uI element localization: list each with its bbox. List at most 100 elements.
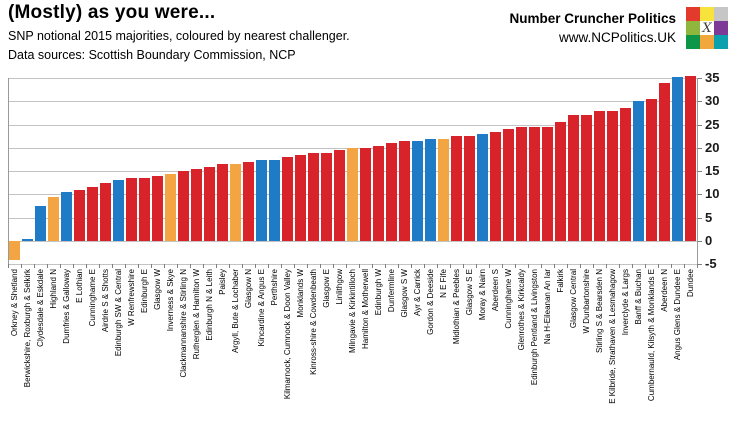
x-axis-tick — [8, 264, 9, 269]
logo-cell: X — [700, 20, 714, 36]
x-axis-tick — [593, 264, 594, 269]
x-axis-tick — [255, 264, 256, 269]
x-axis-tick — [554, 264, 555, 269]
x-axis-tick — [138, 264, 139, 269]
x-axis-tick — [398, 264, 399, 269]
bar — [230, 164, 241, 241]
x-axis-label: Inverness & Skye — [166, 269, 175, 332]
x-axis-tick — [333, 264, 334, 269]
y-axis-label: 30 — [705, 93, 720, 109]
x-axis-tick — [216, 264, 217, 269]
x-axis-label: Glasgow S E — [465, 269, 474, 316]
y-axis-label: 15 — [705, 163, 720, 179]
y-axis-label: 35 — [705, 70, 720, 86]
bar — [334, 150, 345, 241]
plot-left-border — [8, 78, 9, 265]
x-axis-tick — [619, 264, 620, 269]
bar — [256, 159, 267, 241]
x-axis-tick — [190, 264, 191, 269]
x-axis-label: Aberdeen N — [660, 269, 669, 312]
y-axis-tick — [697, 264, 702, 266]
x-axis-tick — [359, 264, 360, 269]
x-axis-tick — [450, 264, 451, 269]
x-axis-tick — [268, 264, 269, 269]
x-axis-tick — [177, 264, 178, 269]
bar — [399, 140, 410, 241]
x-axis-tick — [411, 264, 412, 269]
x-axis-tick — [125, 264, 126, 269]
brand-block: Number Cruncher Politics www.NCPolitics.… — [509, 9, 676, 47]
bar — [321, 152, 332, 241]
x-axis-label: Orkney & Shetland — [10, 269, 19, 337]
bar — [659, 82, 670, 241]
x-axis-tick — [645, 264, 646, 269]
x-axis-tick — [86, 264, 87, 269]
y-axis-label: 5 — [705, 209, 713, 225]
logo-cell — [714, 35, 728, 49]
bar — [633, 101, 644, 241]
x-axis-label: W Renfrewshire — [127, 269, 136, 326]
bar — [243, 161, 254, 241]
x-axis-tick — [437, 264, 438, 269]
y-axis-tick — [697, 101, 702, 103]
x-axis-tick — [99, 264, 100, 269]
x-axis-label: Dumfries & Galloway — [62, 269, 71, 344]
x-axis-label: Moray & Nairn — [478, 269, 487, 321]
bar — [178, 171, 189, 241]
x-axis-tick — [307, 264, 308, 269]
bar — [269, 159, 280, 241]
x-axis-tick — [151, 264, 152, 269]
bar — [152, 175, 163, 241]
bar — [607, 110, 618, 241]
x-axis-label: Berwickshire, Roxburgh & Selkirk — [23, 269, 32, 388]
y-axis-label: 20 — [705, 139, 720, 155]
bar — [555, 122, 566, 241]
plot-right-border — [697, 78, 698, 265]
x-axis-label: Gordon & Deeside — [426, 269, 435, 335]
x-axis-tick — [112, 264, 113, 269]
bar — [9, 241, 20, 260]
x-axis-label: W Dunbartonshire — [582, 269, 591, 334]
ncp-logo: X — [686, 7, 728, 49]
x-axis-tick — [502, 264, 503, 269]
gridline — [8, 124, 697, 126]
bar — [477, 133, 488, 241]
x-axis-tick — [697, 264, 698, 269]
x-axis-tick — [21, 264, 22, 269]
logo-cell — [714, 7, 728, 21]
gridline — [8, 78, 697, 80]
bar — [74, 189, 85, 241]
bar — [360, 147, 371, 241]
bar — [22, 238, 33, 241]
x-axis-label: Stirling S & Bearsden N — [595, 269, 604, 354]
x-axis-tick — [580, 264, 581, 269]
logo-cell — [686, 21, 700, 35]
x-axis-tick — [242, 264, 243, 269]
bar — [386, 143, 397, 241]
x-axis-label: Linlithgow — [335, 269, 344, 305]
x-axis-label: Glasgow W — [153, 269, 162, 310]
x-axis-tick — [567, 264, 568, 269]
bar — [165, 173, 176, 241]
x-axis-label: Falkirk — [556, 269, 565, 293]
x-axis-label: Rutherglen & Hamilton W — [192, 269, 201, 360]
x-axis-tick — [671, 264, 672, 269]
logo-x-glyph: X — [702, 20, 712, 36]
y-axis-label: 10 — [705, 186, 720, 202]
x-axis-label: Clydesdale & Eskdale — [36, 269, 45, 347]
x-axis-label: N E Fife — [439, 269, 448, 298]
x-axis-label: Kinross-shire & Cowdenbeath — [309, 269, 318, 375]
bar — [139, 178, 150, 241]
x-axis-label: Highland N — [49, 269, 58, 309]
gridline — [8, 101, 697, 103]
bar — [529, 126, 540, 241]
bar — [672, 77, 683, 241]
x-axis-label: Angus Glens & Dundee E — [673, 269, 682, 361]
y-axis-tick — [697, 78, 702, 80]
x-axis-label: Dunfermline — [387, 269, 396, 313]
x-axis-tick — [684, 264, 685, 269]
bar — [113, 180, 124, 241]
y-axis-tick — [697, 171, 702, 173]
x-axis-label: E Kilbride, Strathaven & Lesmahagow — [608, 269, 617, 404]
x-axis-label: Dundee — [686, 269, 695, 298]
